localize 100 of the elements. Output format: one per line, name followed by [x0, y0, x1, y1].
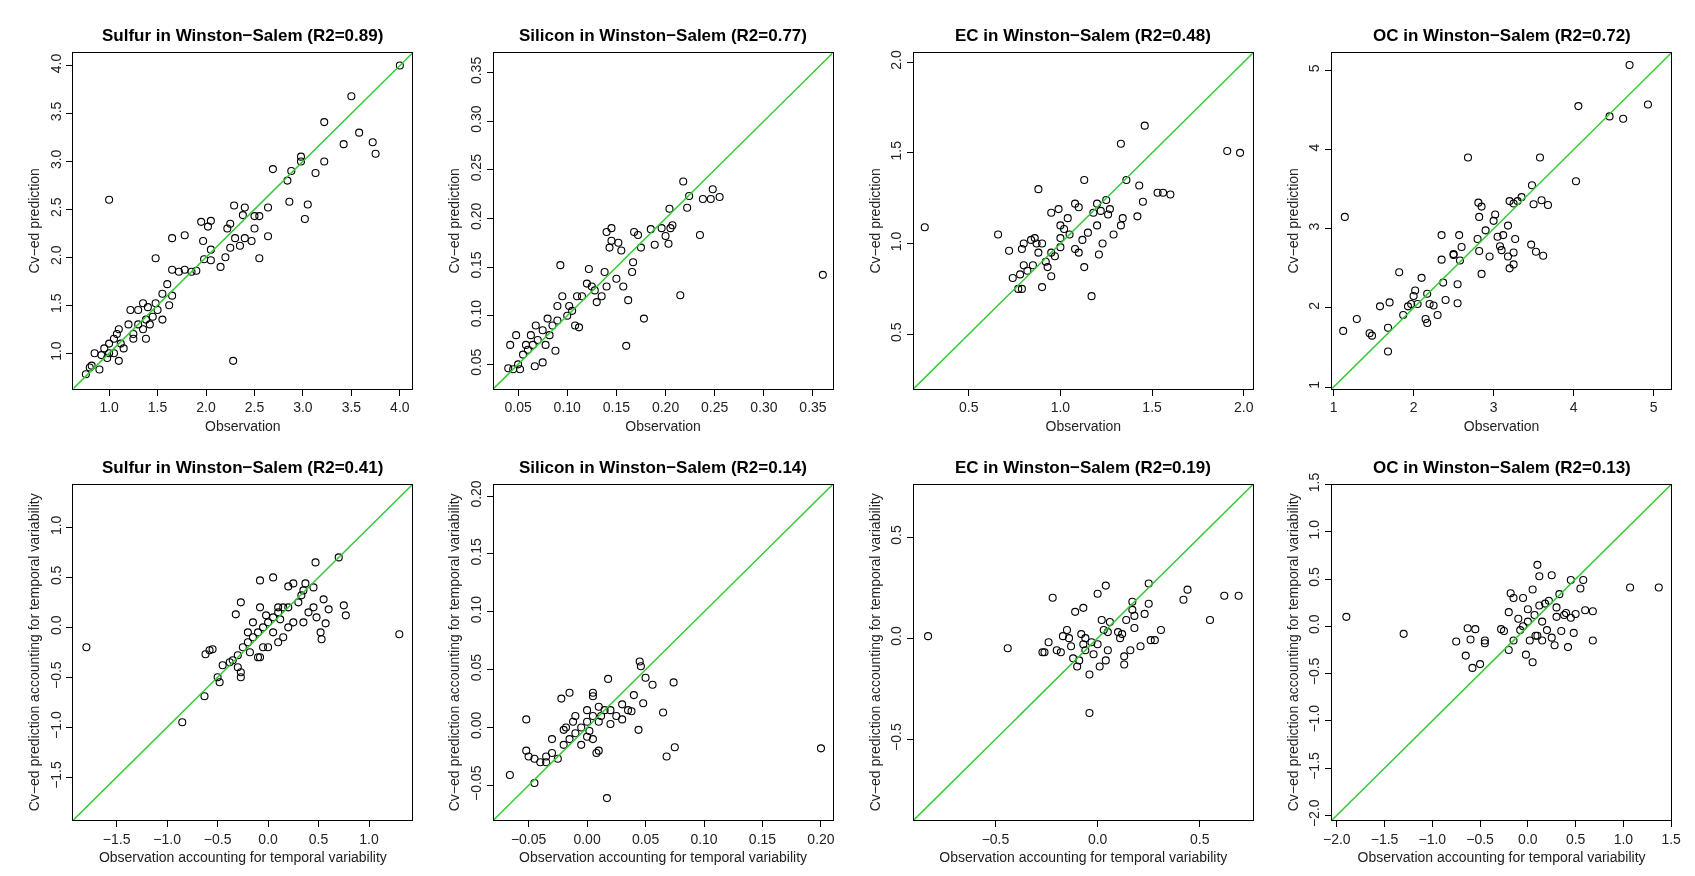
y-tick-label: −1.5 — [47, 761, 64, 789]
point — [604, 674, 613, 683]
x-tick-label: 1.5 — [1661, 830, 1682, 847]
x-tick-label: −0.5 — [981, 830, 1010, 847]
point — [1120, 660, 1129, 669]
point — [583, 732, 592, 741]
x-axis-title: Observation accounting for temporal variability — [1357, 849, 1646, 866]
point — [612, 711, 621, 720]
x-tick-label: 0.05 — [631, 830, 660, 847]
y-tick-label: 0.10 — [467, 299, 484, 328]
point — [597, 711, 606, 720]
y-tick-label: 0.5 — [888, 322, 905, 342]
point — [522, 715, 531, 724]
x-tick-label: 2.5 — [244, 399, 265, 416]
point — [1528, 585, 1537, 594]
x-tick-label: −2.0 — [1322, 830, 1351, 847]
point — [636, 662, 645, 671]
point — [1146, 636, 1155, 645]
y-tick-label: 0.20 — [467, 202, 484, 230]
chart-title: Sulfur in Winston−Salem (R2=0.89) — [102, 26, 384, 45]
point — [635, 657, 644, 666]
y-tick-label: 0.15 — [467, 251, 484, 279]
point — [1220, 591, 1229, 600]
point — [1067, 642, 1076, 651]
y-axis-title: Cv−ed prediction accounting for temporal variability — [1285, 493, 1301, 812]
point — [585, 726, 594, 736]
point — [1064, 634, 1074, 643]
point — [1452, 637, 1461, 646]
point — [1081, 634, 1090, 643]
y-tick-label: 1.0 — [888, 231, 905, 252]
point — [1128, 597, 1137, 606]
x-tick-label: 4 — [1569, 399, 1578, 416]
chart-title: EC in Winston−Salem (R2=0.19) — [955, 458, 1211, 477]
y-tick-label: 5 — [1306, 64, 1323, 73]
point — [600, 706, 609, 715]
x-tick-label: 0.5 — [1190, 830, 1210, 847]
point — [547, 748, 557, 758]
y-tick-label: −1.0 — [1306, 704, 1323, 733]
point — [1538, 617, 1547, 626]
point — [618, 715, 627, 724]
x-tick-label: 0.0 — [1518, 830, 1538, 847]
point — [542, 758, 551, 767]
point — [1183, 585, 1192, 594]
point — [1095, 662, 1104, 671]
x-axis-title: Observation accounting for temporal variability — [519, 849, 808, 866]
point — [1569, 628, 1578, 637]
point — [1118, 630, 1127, 639]
point — [524, 752, 533, 761]
point — [1588, 636, 1597, 645]
x-axis-title: Observation — [1045, 417, 1122, 434]
x-tick-label: 1 — [1329, 399, 1338, 416]
y-tick-label: 1 — [1306, 380, 1323, 389]
point — [634, 725, 643, 734]
point — [1048, 593, 1057, 602]
x-tick-label: −1.0 — [1418, 830, 1447, 847]
y-axis-title: Cv−ed prediction accounting for temporal variability — [446, 493, 463, 812]
point — [1156, 626, 1166, 635]
x-tick-label: 3.0 — [293, 399, 313, 416]
x-tick-label: 1.5 — [1142, 399, 1163, 416]
point — [522, 746, 531, 755]
y-axis-title: Cv−ed prediction — [866, 168, 883, 274]
y-tick-label: 2 — [1306, 301, 1323, 310]
chart-title: Silicon in Winston−Salem (R2=0.14) — [519, 458, 807, 477]
point — [1468, 663, 1477, 672]
point — [1085, 670, 1094, 679]
point — [1052, 646, 1061, 655]
point — [1497, 625, 1506, 634]
y-tick-label: 0.0 — [888, 626, 905, 646]
point — [1466, 635, 1475, 644]
point — [565, 735, 574, 744]
point — [1523, 605, 1532, 614]
point — [1480, 639, 1489, 648]
point — [1399, 629, 1408, 638]
y-tick-label: 0.15 — [467, 538, 484, 566]
point — [1535, 572, 1544, 581]
chart-title: OC in Winston−Salem (R2=0.72) — [1373, 26, 1631, 45]
point — [1342, 612, 1351, 621]
x-axis-title: Observation accounting for temporal variability — [939, 849, 1228, 866]
y-tick-label: 1.5 — [1306, 472, 1323, 493]
x-tick-label: −0.5 — [1466, 830, 1495, 847]
point — [659, 708, 668, 717]
point — [1130, 623, 1139, 633]
x-axis-title: Observation — [1463, 417, 1540, 434]
point — [1542, 626, 1552, 635]
x-tick-label: 0.30 — [750, 399, 778, 416]
point — [1120, 652, 1129, 661]
y-tick-label: 0.0 — [1306, 614, 1323, 634]
y-tick-label: 2.0 — [47, 245, 64, 265]
x-tick-label: 0.0 — [258, 830, 279, 847]
point — [1114, 628, 1123, 637]
point — [559, 740, 568, 749]
point — [627, 707, 636, 716]
point — [1105, 617, 1114, 627]
point — [530, 779, 539, 788]
x-tick-label: −1.5 — [102, 830, 131, 847]
point — [1075, 656, 1084, 665]
point — [606, 719, 615, 729]
chart-title: Silicon in Winston−Salem (R2=0.77) — [519, 26, 807, 45]
point — [648, 680, 657, 689]
y-tick-label: 1.0 — [1306, 519, 1323, 540]
